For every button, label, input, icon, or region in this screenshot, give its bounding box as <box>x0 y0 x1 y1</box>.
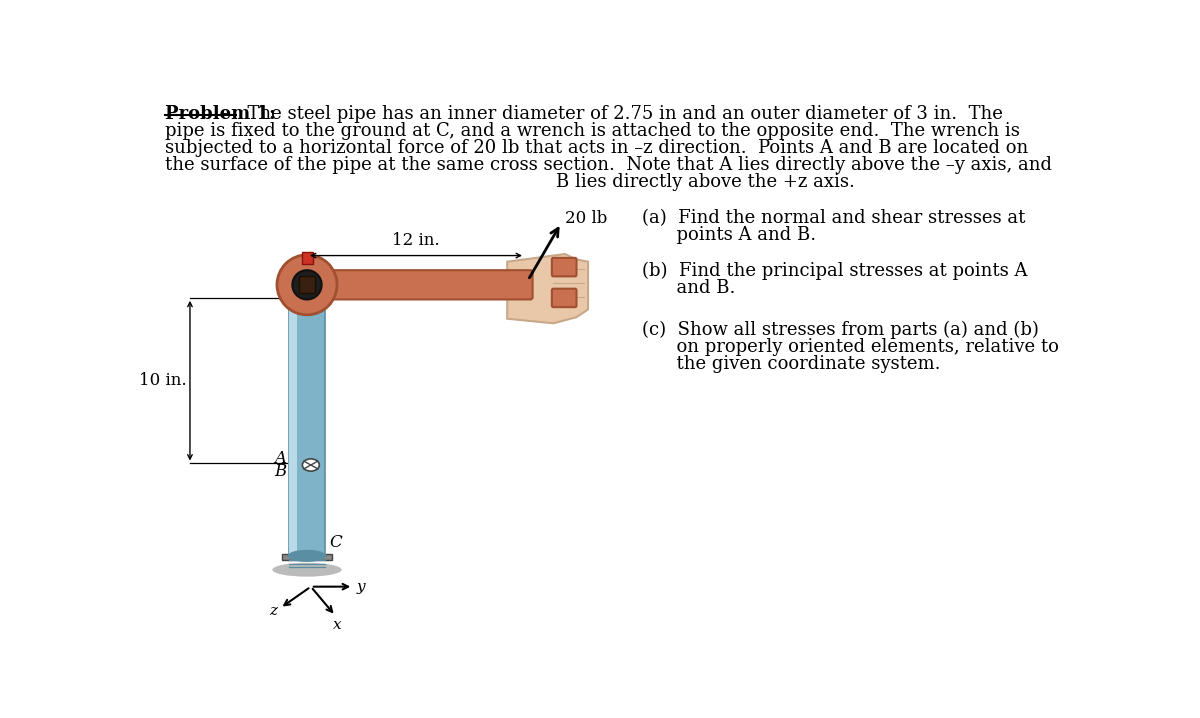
Text: The steel pipe has an inner diameter of 2.75 in and an outer diameter of 3 in.  : The steel pipe has an inner diameter of … <box>236 106 1003 123</box>
Text: A: A <box>275 449 287 467</box>
Text: the given coordinate system.: the given coordinate system. <box>642 355 941 373</box>
Ellipse shape <box>277 255 337 315</box>
Text: points A and B.: points A and B. <box>642 226 816 244</box>
Text: 10 in.: 10 in. <box>139 372 187 389</box>
FancyBboxPatch shape <box>299 276 316 293</box>
Text: (a)  Find the normal and shear stresses at: (a) Find the normal and shear stresses a… <box>642 210 1025 228</box>
Text: C: C <box>329 534 342 551</box>
Text: z: z <box>269 604 277 617</box>
Text: the surface of the pipe at the same cross section.  Note that A lies directly ab: the surface of the pipe at the same cros… <box>164 157 1051 174</box>
Ellipse shape <box>272 563 342 577</box>
FancyBboxPatch shape <box>282 554 332 561</box>
Text: and B.: and B. <box>642 279 736 297</box>
Text: (c)  Show all stresses from parts (a) and (b): (c) Show all stresses from parts (a) and… <box>642 321 1039 340</box>
Text: Problem 1:: Problem 1: <box>164 106 275 123</box>
Ellipse shape <box>289 551 325 561</box>
FancyBboxPatch shape <box>552 258 576 276</box>
Text: subjected to a horizontal force of 20 lb that acts in –z direction.  Points A an: subjected to a horizontal force of 20 lb… <box>164 139 1027 157</box>
Text: pipe is fixed to the ground at C, and a wrench is attached to the opposite end. : pipe is fixed to the ground at C, and a … <box>164 122 1020 140</box>
Ellipse shape <box>302 459 319 471</box>
Text: x: x <box>332 618 341 633</box>
FancyBboxPatch shape <box>289 298 296 556</box>
Text: (b)  Find the principal stresses at points A: (b) Find the principal stresses at point… <box>642 262 1027 280</box>
FancyBboxPatch shape <box>296 270 533 299</box>
Text: 20 lb: 20 lb <box>565 210 607 227</box>
Text: on properly oriented elements, relative to: on properly oriented elements, relative … <box>642 338 1058 356</box>
Text: B lies directly above the +z axis.: B lies directly above the +z axis. <box>164 173 854 191</box>
Text: 12 in.: 12 in. <box>392 232 439 248</box>
FancyBboxPatch shape <box>552 289 576 307</box>
Text: y: y <box>358 579 366 594</box>
Ellipse shape <box>293 270 322 299</box>
Ellipse shape <box>289 293 325 303</box>
Text: B: B <box>274 463 287 480</box>
Polygon shape <box>508 254 588 323</box>
FancyBboxPatch shape <box>302 252 313 264</box>
FancyBboxPatch shape <box>289 298 325 556</box>
